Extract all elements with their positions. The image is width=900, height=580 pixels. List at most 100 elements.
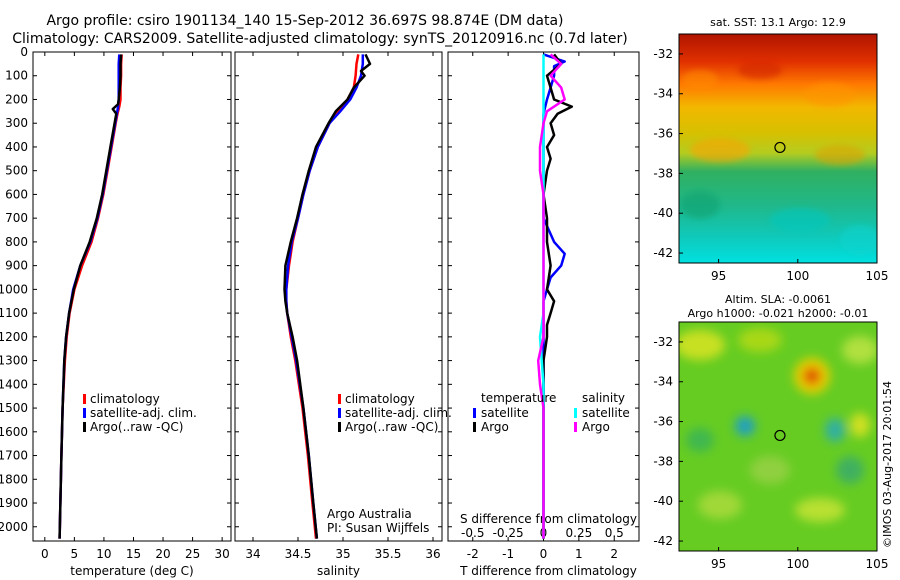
temp-xtick-label: 25 — [185, 547, 200, 561]
depth-tick-label: 200 — [5, 92, 28, 106]
temp-series-argo-raw-qc- — [58, 54, 123, 539]
depth-tick-label: 1700 — [0, 449, 28, 463]
sla-map-xtick-label: 105 — [866, 557, 889, 571]
sla-map-xtick-label: 95 — [711, 557, 726, 571]
title-line-1: Argo profile: csiro 1901134_140 15-Sep-2… — [46, 13, 563, 29]
sal-legend-label: Argo(..raw -QC) — [345, 420, 438, 434]
temp-xtick-label: 10 — [96, 547, 111, 561]
sal-legend-label: climatology — [345, 392, 415, 406]
sal-legend-swatch — [338, 422, 341, 432]
diff-legend-label: satellite — [582, 406, 630, 420]
sst-map-ytick-label: -42 — [653, 246, 673, 260]
pi-label: PI: Susan Wijffels — [327, 521, 429, 535]
title-line-2: Climatology: CARS2009. Satellite-adjuste… — [12, 31, 627, 47]
legend-header-salinity: salinity — [582, 391, 625, 405]
diff-legend-swatch — [574, 422, 577, 432]
difference-panel: -2 -1 0 1 2 T difference from climatology -0.5… — [447, 51, 640, 578]
diff-legend-swatch — [473, 408, 476, 418]
sla-map-ytick-label: -32 — [653, 335, 673, 349]
sal-xtick-label: 35 — [335, 547, 350, 561]
diff-series-s-argo — [536, 53, 566, 539]
depth-tick-label: 1000 — [0, 282, 28, 296]
temp-xtick-label: 5 — [71, 547, 79, 561]
sal-series-argo-raw-qc- — [283, 53, 372, 539]
diff-legend-label: Argo — [481, 420, 509, 434]
sla-map-ytick-label: -42 — [653, 534, 673, 548]
sst-map-ytick-label: -34 — [653, 87, 673, 101]
sst-map-ytick-label: -32 — [653, 47, 673, 61]
imos-timestamp: ©IMOS 03-Aug-2017 20:01:54 — [881, 381, 894, 548]
temperature-panel: 0100200300400500600700800900100011001200… — [0, 45, 232, 578]
diff-xtick-label: -2 — [467, 547, 479, 561]
temp-xlabel: temperature (deg C) — [70, 564, 193, 578]
depth-tick-label: 1600 — [0, 425, 28, 439]
depth-tick-label: 600 — [5, 187, 28, 201]
diff-xtick-label: 2 — [610, 547, 618, 561]
diff-series-t-satellite — [542, 53, 566, 539]
sst-map-ytick-label: -38 — [653, 166, 673, 180]
sst-map-xtick-label: 105 — [866, 269, 889, 283]
sal-xtick-label: 34 — [245, 547, 260, 561]
depth-tick-label: 900 — [5, 259, 28, 273]
sst-map-argo-location-marker — [774, 141, 786, 154]
temp-xtick-label: 15 — [126, 547, 141, 561]
sla-map-ytick-label: -34 — [653, 375, 673, 389]
sla-map-title: Altim. SLA: -0.0061 — [725, 293, 831, 306]
s-diff-tick-label: 0.25 — [566, 526, 593, 540]
sla-map-frame — [678, 321, 878, 552]
salinity-panel: 34 34.5 35 35.5 36 salinity climatologysatelli… — [234, 51, 452, 578]
temp-xtick-label: 20 — [155, 547, 170, 561]
sla-map-argo-location-marker — [774, 429, 786, 442]
sal-series-satellite-adj-clim- — [285, 54, 365, 539]
sst-map-ytick-label: -36 — [653, 127, 673, 141]
temp-legend-label: Argo(..raw -QC) — [90, 420, 183, 434]
s-diff-tick-label: 0.5 — [605, 526, 624, 540]
sla-map-ytick-label: -38 — [653, 454, 673, 468]
temp-legend-label: satellite-adj. clim. — [90, 406, 197, 420]
temp-xtick-label: 30 — [214, 547, 229, 561]
depth-tick-label: 1300 — [0, 354, 28, 368]
sal-xtick-label: 35.5 — [375, 547, 402, 561]
sst-map-frame — [678, 33, 878, 264]
depth-tick-label: 700 — [5, 211, 28, 225]
sla-map-ytick-label: -36 — [653, 415, 673, 429]
diff-legend-swatch — [574, 408, 577, 418]
sst-map-title: sat. SST: 13.1 Argo: 12.9 — [710, 16, 846, 29]
sal-legend-swatch — [338, 408, 341, 418]
depth-tick-label: 1200 — [0, 330, 28, 344]
s-diff-tick-label: -0.5 — [461, 526, 484, 540]
diff-legend-label: satellite — [481, 406, 529, 420]
depth-tick-label: 1800 — [0, 472, 28, 486]
diff-xtick-label: 1 — [575, 547, 583, 561]
argo-australia-label: Argo Australia — [327, 507, 412, 521]
sal-xtick-label: 34.5 — [285, 547, 312, 561]
sal-xtick-label: 36 — [425, 547, 440, 561]
s-diff-tick-label: -0.25 — [493, 526, 524, 540]
depth-tick-label: 800 — [5, 235, 28, 249]
depth-tick-label: 2000 — [0, 520, 28, 534]
diff-xtick-label: -1 — [502, 547, 514, 561]
sst-map-xtick-label: 95 — [711, 269, 726, 283]
temp-legend-swatch — [83, 394, 86, 404]
temp-legend-swatch — [83, 408, 86, 418]
sla-map-ytick-label: -40 — [653, 494, 673, 508]
depth-tick-label: 1500 — [0, 401, 28, 415]
temp-series-climatology — [58, 54, 123, 539]
s-diff-xlabel: S difference from climatology — [460, 512, 637, 526]
diff-legend-swatch — [473, 422, 476, 432]
sst-map: sat. SST: 13.1 Argo: 12.9 95 100 105 -32 -34… — [653, 16, 888, 283]
depth-tick-label: 100 — [5, 69, 28, 83]
temp-legend-label: climatology — [90, 392, 160, 406]
temp-frame — [32, 51, 232, 542]
sst-map-ytick-label: -40 — [653, 206, 673, 220]
depth-tick-label: 1400 — [0, 377, 28, 391]
diff-series-t-argo — [542, 53, 574, 539]
sal-series-climatology — [285, 54, 360, 539]
legend-header-temperature: temperature — [481, 391, 556, 405]
temp-legend-swatch — [83, 422, 86, 432]
temp-xtick-label: 0 — [41, 547, 49, 561]
sla-map-xtick-label: 100 — [786, 557, 809, 571]
temp-series-satellite-adj-clim- — [58, 54, 121, 539]
depth-tick-label: 1900 — [0, 496, 28, 510]
depth-tick-label: 300 — [5, 116, 28, 130]
